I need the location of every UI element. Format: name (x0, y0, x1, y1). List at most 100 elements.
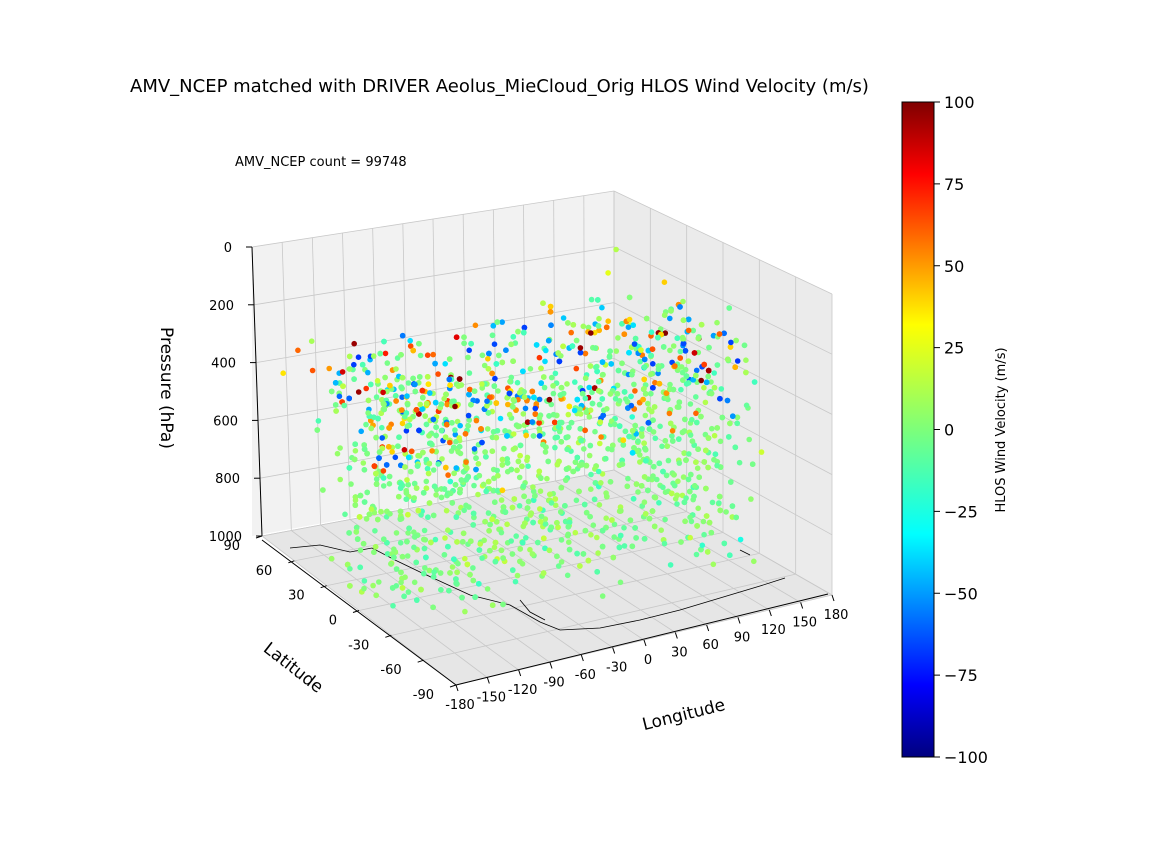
data-point (595, 550, 601, 556)
x-tick-mark (768, 609, 772, 617)
data-point (457, 489, 463, 496)
data-point (572, 459, 579, 466)
data-point (569, 343, 576, 349)
y-axis-label: Latitude (259, 639, 326, 698)
data-point (616, 544, 623, 551)
data-point (393, 530, 400, 536)
data-point (368, 425, 375, 432)
data-point (631, 445, 637, 451)
data-point (374, 378, 381, 384)
data-point (603, 324, 610, 331)
data-point (683, 457, 689, 463)
data-point (398, 384, 405, 391)
data-point (492, 558, 499, 565)
data-point (732, 444, 739, 451)
data-point (468, 340, 474, 347)
data-point (626, 349, 632, 356)
data-point (545, 337, 552, 344)
data-point (727, 420, 733, 427)
data-point (452, 403, 458, 410)
data-point (308, 338, 315, 345)
data-point (380, 468, 387, 474)
data-point (438, 587, 444, 593)
data-point (459, 594, 465, 601)
data-point (617, 532, 624, 539)
data-point (372, 544, 379, 550)
data-point (607, 391, 614, 397)
data-point (489, 516, 495, 522)
x-tick-mark (706, 624, 710, 632)
x-tick-label: -120 (508, 683, 538, 698)
data-point (613, 246, 619, 253)
data-point (499, 319, 506, 325)
data-point (361, 446, 368, 453)
data-point (494, 467, 501, 474)
data-point (429, 448, 435, 454)
data-point (705, 367, 712, 374)
data-point (552, 496, 559, 502)
data-point (648, 329, 655, 336)
data-point (517, 442, 524, 449)
data-point (449, 420, 455, 426)
z-tick-label: 1000 (209, 530, 242, 545)
data-point (717, 395, 723, 402)
z-tick-label: 800 (215, 472, 240, 487)
data-point (398, 352, 404, 358)
data-point (721, 330, 727, 337)
data-point (368, 381, 374, 388)
data-point (563, 466, 570, 472)
data-point (525, 498, 532, 505)
data-point (537, 519, 544, 525)
data-point (417, 401, 424, 408)
x-tick-mark (800, 602, 804, 609)
data-point (430, 467, 437, 473)
data-point (489, 448, 496, 455)
data-point (566, 539, 572, 545)
data-point (723, 509, 729, 515)
data-point (519, 561, 526, 567)
data-point (663, 390, 670, 397)
data-point (389, 585, 396, 591)
data-point (341, 402, 348, 409)
data-point (565, 320, 571, 326)
data-point (421, 570, 427, 577)
data-point (467, 386, 473, 393)
data-point (481, 537, 488, 544)
data-point (721, 540, 728, 547)
x-tick-label: 30 (671, 646, 688, 661)
data-point (510, 397, 517, 403)
data-point (512, 578, 519, 585)
data-point (423, 421, 430, 428)
data-point (698, 377, 704, 384)
data-point (486, 350, 492, 357)
data-point (536, 415, 543, 421)
data-point (548, 322, 554, 329)
data-point (320, 487, 326, 493)
data-point (346, 465, 353, 471)
grid-lines (251, 190, 833, 686)
data-point (354, 536, 361, 542)
data-point (411, 544, 417, 551)
data-point (510, 567, 516, 573)
data-point (574, 396, 581, 403)
data-point (361, 499, 368, 505)
data-point (643, 315, 650, 322)
data-point (510, 446, 517, 453)
data-point (632, 525, 638, 531)
data-point (437, 570, 444, 576)
data-point (680, 298, 686, 305)
x-tick-label: 120 (761, 623, 786, 638)
data-point (463, 459, 469, 465)
data-point (489, 370, 495, 377)
data-point (463, 477, 470, 483)
y-tick-mark (320, 585, 327, 589)
data-point (510, 334, 517, 340)
data-point (405, 511, 411, 518)
data-point (598, 480, 604, 486)
data-point (428, 539, 434, 546)
data-point (581, 501, 588, 508)
data-point (605, 270, 611, 276)
grid-line (326, 511, 687, 587)
data-point (591, 496, 598, 503)
data-point (501, 445, 507, 452)
